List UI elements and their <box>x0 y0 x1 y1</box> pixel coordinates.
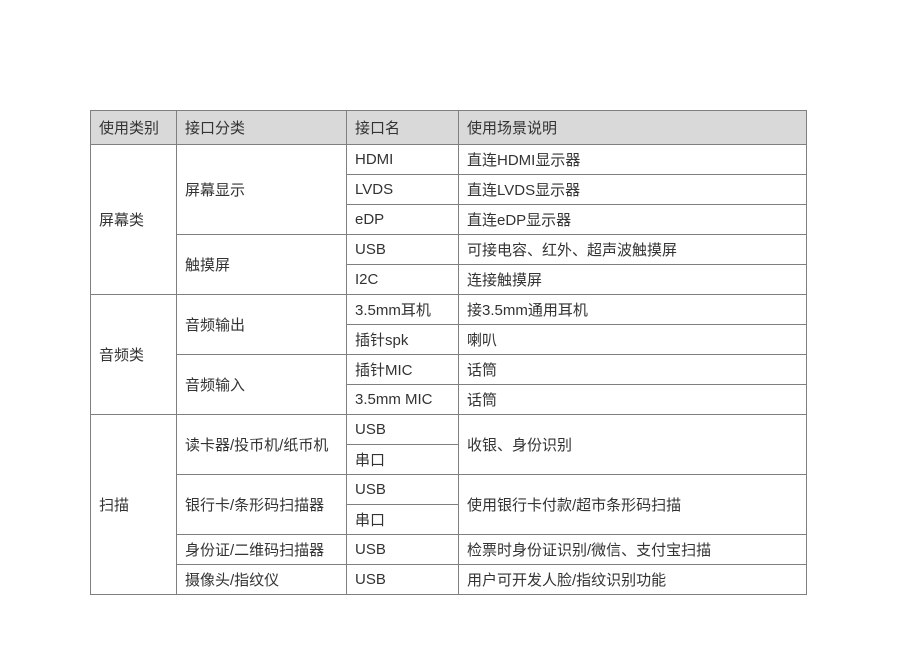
cell: 直连LVDS显示器 <box>459 175 807 205</box>
cell: 屏幕类 <box>91 145 177 295</box>
cell: 身份证/二维码扫描器 <box>177 535 347 565</box>
cell: USB <box>347 565 459 595</box>
cell: HDMI <box>347 145 459 175</box>
cell: 话筒 <box>459 355 807 385</box>
cell: eDP <box>347 205 459 235</box>
cell: 串口 <box>347 505 459 535</box>
cell: 直连eDP显示器 <box>459 205 807 235</box>
cell: 连接触摸屏 <box>459 265 807 295</box>
cell: 音频输出 <box>177 295 347 355</box>
page: 使用类别接口分类接口名使用场景说明屏幕类屏幕显示HDMI直连HDMI显示器LVD… <box>0 0 900 657</box>
cell: 插针spk <box>347 325 459 355</box>
cell: 3.5mm耳机 <box>347 295 459 325</box>
cell: 喇叭 <box>459 325 807 355</box>
col-header-1: 接口分类 <box>177 111 347 145</box>
cell: USB <box>347 235 459 265</box>
cell: 音频输入 <box>177 355 347 415</box>
cell: 可接电容、红外、超声波触摸屏 <box>459 235 807 265</box>
col-header-0: 使用类别 <box>91 111 177 145</box>
cell: 扫描 <box>91 415 177 595</box>
cell: 屏幕显示 <box>177 145 347 235</box>
table-row: 触摸屏USB可接电容、红外、超声波触摸屏 <box>91 235 807 265</box>
cell: 直连HDMI显示器 <box>459 145 807 175</box>
cell: 话筒 <box>459 385 807 415</box>
table-row: 身份证/二维码扫描器USB检票时身份证识别/微信、支付宝扫描 <box>91 535 807 565</box>
cell: 摄像头/指纹仪 <box>177 565 347 595</box>
table-row: 扫描读卡器/投币机/纸币机USB收银、身份识别 <box>91 415 807 445</box>
table-row: 屏幕类屏幕显示HDMI直连HDMI显示器 <box>91 145 807 175</box>
cell: 收银、身份识别 <box>459 415 807 475</box>
cell: USB <box>347 475 459 505</box>
table-row: 音频类音频输出3.5mm耳机接3.5mm通用耳机 <box>91 295 807 325</box>
cell: 串口 <box>347 445 459 475</box>
cell: I2C <box>347 265 459 295</box>
table-row: 音频输入插针MIC话筒 <box>91 355 807 385</box>
cell: 插针MIC <box>347 355 459 385</box>
cell: LVDS <box>347 175 459 205</box>
cell: USB <box>347 415 459 445</box>
cell: 触摸屏 <box>177 235 347 295</box>
cell: 读卡器/投币机/纸币机 <box>177 415 347 475</box>
spec-table: 使用类别接口分类接口名使用场景说明屏幕类屏幕显示HDMI直连HDMI显示器LVD… <box>90 110 807 595</box>
table-row: 银行卡/条形码扫描器USB使用银行卡付款/超市条形码扫描 <box>91 475 807 505</box>
cell: 接3.5mm通用耳机 <box>459 295 807 325</box>
cell: 检票时身份证识别/微信、支付宝扫描 <box>459 535 807 565</box>
cell: USB <box>347 535 459 565</box>
col-header-3: 使用场景说明 <box>459 111 807 145</box>
col-header-2: 接口名 <box>347 111 459 145</box>
table-row: 摄像头/指纹仪USB用户可开发人脸/指纹识别功能 <box>91 565 807 595</box>
cell: 用户可开发人脸/指纹识别功能 <box>459 565 807 595</box>
cell: 使用银行卡付款/超市条形码扫描 <box>459 475 807 535</box>
cell: 银行卡/条形码扫描器 <box>177 475 347 535</box>
cell: 音频类 <box>91 295 177 415</box>
cell: 3.5mm MIC <box>347 385 459 415</box>
